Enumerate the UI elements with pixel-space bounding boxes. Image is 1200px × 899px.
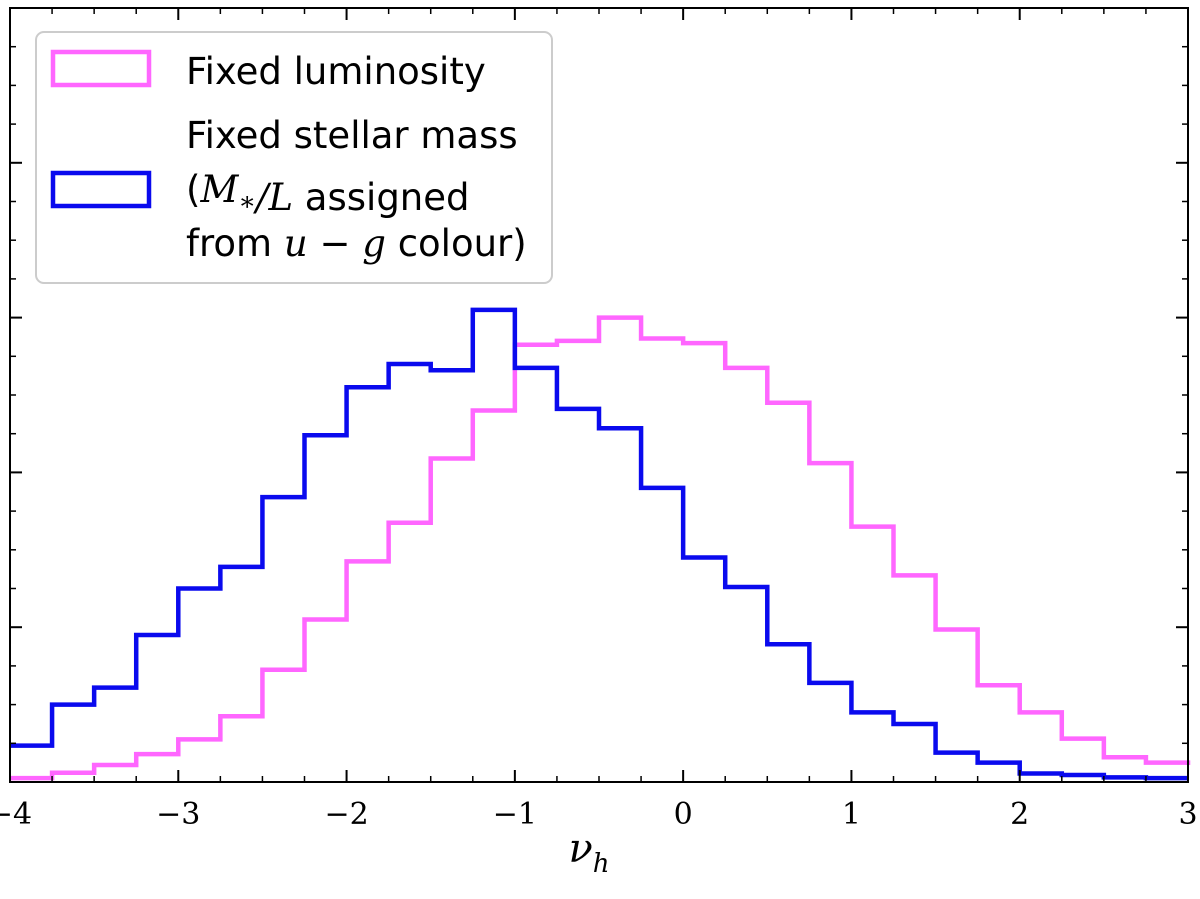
x-tick-label: −4: [0, 797, 32, 832]
legend-text-run: assigned: [293, 176, 469, 219]
legend-label-line: (M∗/L assigned: [186, 168, 470, 219]
legend-swatch-fixed-stellar-mass: [50, 170, 152, 209]
legend-text-run: −: [308, 222, 363, 265]
legend-label-line: from u − g colour): [186, 222, 527, 265]
legend-text-run: colour): [386, 222, 527, 265]
plot-area: [10, 307, 1191, 781]
x-axis-label: νh: [568, 826, 609, 879]
legend: Fixed luminosity Fixed stellar mass (M∗/L …: [35, 31, 553, 284]
x-tick-label: 2: [1010, 797, 1029, 832]
legend-math-symbol: u: [284, 222, 308, 265]
legend-text-run: Fixed luminosity: [186, 50, 486, 93]
x-tick-label: −1: [493, 797, 537, 832]
legend-math-symbol: ∗: [238, 187, 256, 217]
legend-math-symbol: /: [253, 176, 272, 219]
legend-text-run: from: [186, 222, 284, 265]
legend-text-run: (: [186, 168, 200, 211]
x-tick-label: −3: [156, 797, 200, 832]
axis-ticks: −4 −3 −2 −1 0 1 2 3: [0, 7, 1198, 832]
legend-box: [35, 31, 553, 284]
x-tick-label: 1: [842, 797, 861, 832]
x-axis-label-subscript: h: [593, 849, 610, 879]
x-tick-label: 0: [674, 797, 693, 832]
x-tick-label: −2: [324, 797, 368, 832]
x-tick-label: 3: [1178, 797, 1197, 832]
legend-math-symbol: L: [267, 176, 293, 219]
histogram-series-fixed-stellar-mass: [10, 307, 1188, 781]
legend-math-symbol: g: [362, 222, 386, 265]
plot-frame: [9, 7, 1189, 783]
legend-label-line: Fixed luminosity: [186, 50, 486, 93]
legend-math-symbol: M: [199, 168, 239, 211]
histogram-series-fixed-luminosity: [10, 315, 1191, 781]
legend-text-run: Fixed stellar mass: [186, 114, 518, 157]
legend-label-line: Fixed stellar mass: [186, 114, 518, 157]
legend-swatch-fixed-luminosity: [50, 49, 152, 88]
